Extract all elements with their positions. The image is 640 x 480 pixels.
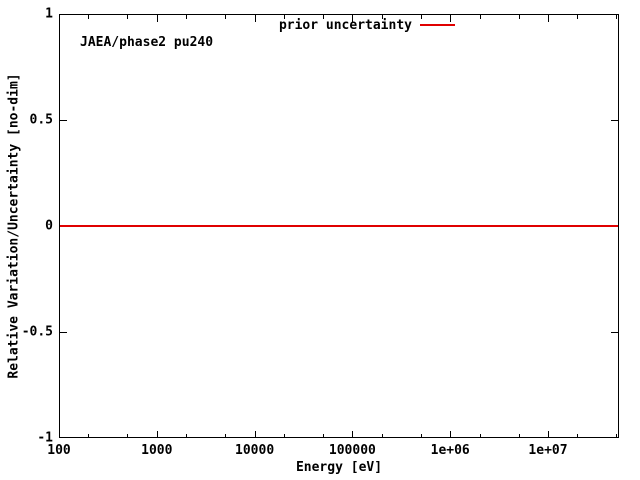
legend: prior uncertainty: [0, 18, 640, 33]
y-major-tick: [60, 332, 67, 333]
x-major-tick-mirror: [548, 15, 549, 22]
x-major-tick: [156, 431, 158, 438]
x-minor-tick-mirror: [88, 15, 90, 19]
x-tick-label: 10000: [235, 443, 275, 458]
legend-label: prior uncertainty: [278, 18, 412, 33]
x-tick-label: 100000: [328, 443, 376, 458]
plot-annotation: JAEA/phase2 pu240: [80, 35, 214, 50]
x-major-tick: [254, 431, 256, 438]
y-tick-label: 1: [45, 6, 53, 22]
x-minor-tick: [88, 434, 90, 438]
x-minor-tick-mirror: [186, 15, 188, 19]
x-tick-label: 1000: [141, 443, 173, 458]
x-minor-tick-mirror: [127, 15, 129, 19]
x-minor-tick: [420, 434, 422, 438]
x-major-tick: [450, 431, 452, 438]
y-major-tick-mirror: [611, 120, 618, 121]
x-minor-tick-mirror: [322, 15, 324, 19]
x-minor-tick-mirror: [479, 15, 481, 19]
x-tick-label: 100: [47, 443, 71, 458]
x-minor-tick: [518, 434, 520, 438]
x-minor-tick-mirror: [225, 15, 227, 19]
x-minor-tick: [284, 434, 286, 438]
x-minor-tick: [186, 434, 188, 438]
x-minor-tick: [479, 434, 481, 438]
y-tick-label: -1: [37, 430, 53, 446]
x-minor-tick: [577, 434, 579, 438]
x-minor-tick-mirror: [518, 15, 520, 19]
x-minor-tick-mirror: [577, 15, 579, 19]
y-tick-label: 0.5: [29, 112, 53, 128]
y-axis-label: Relative Variation/Uncertainty [no-dim]: [6, 73, 22, 379]
x-minor-tick: [616, 434, 618, 438]
y-tick-label: -0.5: [21, 324, 53, 340]
x-minor-tick-mirror: [381, 15, 383, 19]
x-tick-label: 1e+06: [430, 443, 470, 458]
x-major-tick-mirror: [254, 15, 256, 22]
x-axis-label: Energy [eV]: [295, 460, 383, 475]
series-line-prior-uncertainty: [60, 225, 618, 227]
plot-area: [59, 14, 619, 438]
y-major-tick: [60, 120, 67, 121]
x-minor-tick: [225, 434, 227, 438]
x-major-tick: [548, 431, 549, 438]
y-tick-label: 0: [45, 218, 53, 234]
x-minor-tick: [127, 434, 129, 438]
y-major-tick-mirror: [611, 332, 618, 333]
x-minor-tick-mirror: [284, 15, 286, 19]
legend-line-sample-icon: [420, 24, 455, 26]
x-minor-tick-mirror: [616, 15, 618, 19]
x-major-tick-mirror: [352, 15, 354, 22]
x-major-tick: [352, 431, 354, 438]
x-major-tick-mirror: [450, 15, 452, 22]
x-major-tick-mirror: [156, 15, 158, 22]
x-tick-label: 1e+07: [528, 443, 568, 458]
x-minor-tick: [322, 434, 324, 438]
x-minor-tick-mirror: [420, 15, 422, 19]
x-minor-tick: [381, 434, 383, 438]
